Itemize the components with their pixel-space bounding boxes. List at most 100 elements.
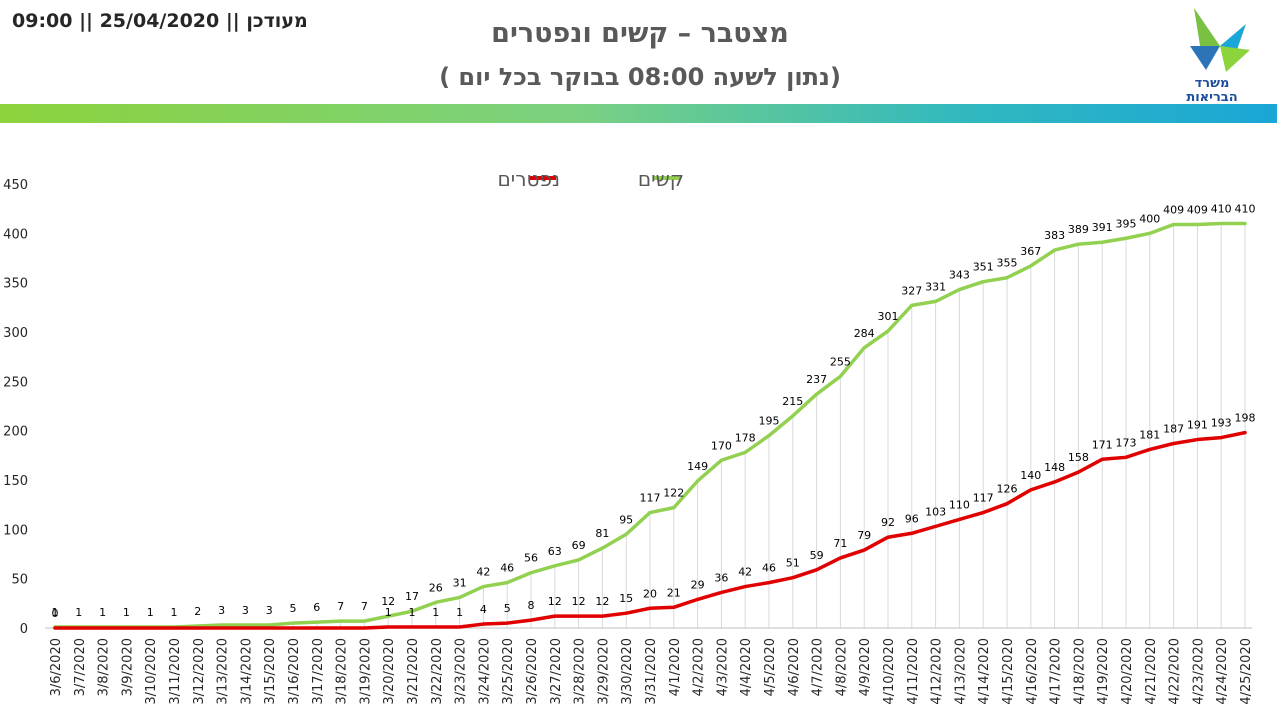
x-tick-label: 3/24/2020 <box>477 638 492 705</box>
x-tick-label: 3/29/2020 <box>596 638 611 705</box>
data-point-severe <box>577 558 581 562</box>
data-point-deceased <box>434 625 438 629</box>
data-label-deceased: 12 <box>595 595 609 608</box>
data-point-severe <box>600 546 604 550</box>
data-point-deceased <box>886 535 890 539</box>
x-tick-label: 4/24/2020 <box>1215 638 1230 705</box>
data-label-deceased: 1 <box>456 606 463 619</box>
data-point-deceased <box>648 606 652 610</box>
data-point-deceased <box>1219 436 1223 440</box>
data-point-deceased <box>196 626 200 630</box>
data-point-severe <box>791 414 795 418</box>
x-tick-label: 3/23/2020 <box>454 638 469 705</box>
data-label-severe: 63 <box>548 545 562 558</box>
data-point-severe <box>1243 221 1247 225</box>
data-label-deceased: 12 <box>548 595 562 608</box>
data-label-severe: 31 <box>453 576 467 589</box>
data-point-deceased <box>1148 447 1152 451</box>
data-point-severe <box>1005 276 1009 280</box>
x-tick-label: 3/10/2020 <box>144 638 159 705</box>
page-subtitle: ( נתון לשעה 08:00 בבוקר בכל יום) <box>439 63 841 91</box>
data-point-deceased <box>767 581 771 585</box>
data-point-deceased <box>505 621 509 625</box>
data-label-severe: 301 <box>878 310 899 323</box>
data-label-deceased: 0 <box>52 607 59 620</box>
data-label-deceased: 5 <box>504 602 511 615</box>
x-tick-label: 4/22/2020 <box>1168 638 1183 705</box>
data-label-severe: 26 <box>429 581 443 594</box>
data-label-deceased: 15 <box>619 592 633 605</box>
data-label-deceased: 20 <box>643 587 657 600</box>
logo-text-line1: משרד <box>1194 76 1230 91</box>
data-point-severe <box>291 621 295 625</box>
x-tick-label: 3/18/2020 <box>335 638 350 705</box>
data-label-severe: 1 <box>171 606 178 619</box>
x-tick-label: 4/12/2020 <box>930 638 945 705</box>
data-point-severe <box>672 506 676 510</box>
x-tick-label: 3/30/2020 <box>620 638 635 705</box>
y-axis: 0 50 100 150 200 250 300 350 400 450 <box>3 178 28 637</box>
data-point-severe <box>362 619 366 623</box>
data-point-deceased <box>577 614 581 618</box>
data-label-deceased: 29 <box>691 578 705 591</box>
data-point-severe <box>648 511 652 515</box>
data-label-deceased: 198 <box>1235 412 1256 425</box>
x-tick-label: 4/7/2020 <box>811 638 826 696</box>
y-tick-label: 150 <box>3 474 28 489</box>
data-label-deceased: 171 <box>1092 438 1113 451</box>
data-point-severe <box>1148 231 1152 235</box>
ministry-logo-icon <box>1190 8 1250 72</box>
data-point-deceased <box>862 548 866 552</box>
x-tick-label: 4/5/2020 <box>763 638 778 696</box>
data-point-deceased <box>386 625 390 629</box>
x-tick-label: 4/14/2020 <box>977 638 992 705</box>
data-label-deceased: 4 <box>480 603 487 616</box>
data-point-deceased <box>77 626 81 630</box>
data-label-severe: 56 <box>524 552 538 565</box>
x-tick-label: 4/13/2020 <box>953 638 968 705</box>
data-label-severe: 409 <box>1187 203 1208 216</box>
data-point-deceased <box>291 626 295 630</box>
data-label-deceased: 173 <box>1116 436 1137 449</box>
data-point-severe <box>505 581 509 585</box>
data-label-severe: 410 <box>1211 202 1232 215</box>
x-tick-label: 3/11/2020 <box>168 638 183 705</box>
data-label-severe: 409 <box>1163 203 1184 216</box>
data-label-deceased: 51 <box>786 557 800 570</box>
data-point-severe <box>458 595 462 599</box>
data-point-deceased <box>458 625 462 629</box>
data-point-severe <box>696 479 700 483</box>
data-label-severe: 149 <box>687 460 708 473</box>
data-point-deceased <box>1195 438 1199 442</box>
data-label-severe: 355 <box>997 257 1018 270</box>
data-point-deceased <box>481 622 485 626</box>
data-label-deceased: 191 <box>1187 419 1208 432</box>
data-point-severe <box>815 392 819 396</box>
logo-text-line2: הבריאות <box>1186 90 1238 105</box>
y-tick-label: 50 <box>11 573 28 588</box>
data-label-deceased: 126 <box>997 483 1018 496</box>
data-point-severe <box>1100 240 1104 244</box>
data-point-severe <box>267 623 271 627</box>
data-point-deceased <box>838 556 842 560</box>
data-label-severe: 5 <box>290 602 297 615</box>
x-tick-label: 4/9/2020 <box>858 638 873 696</box>
data-point-severe <box>243 623 247 627</box>
data-label-severe: 81 <box>595 527 609 540</box>
data-label-severe: 255 <box>830 355 851 368</box>
data-label-deceased: 12 <box>572 595 586 608</box>
data-point-deceased <box>267 626 271 630</box>
data-label-severe: 1 <box>52 606 59 619</box>
x-tick-label: 3/27/2020 <box>549 638 564 705</box>
x-tick-label: 3/6/2020 <box>49 638 64 696</box>
data-label-severe: 367 <box>1020 245 1041 258</box>
data-point-deceased <box>672 605 676 609</box>
x-tick-label: 3/7/2020 <box>73 638 88 696</box>
data-point-deceased <box>315 626 319 630</box>
x-tick-label: 4/19/2020 <box>1096 638 1111 705</box>
data-label-severe: 170 <box>711 439 732 452</box>
data-point-severe <box>386 614 390 618</box>
data-point-severe <box>1172 222 1176 226</box>
data-point-deceased <box>957 517 961 521</box>
data-point-deceased <box>362 626 366 630</box>
